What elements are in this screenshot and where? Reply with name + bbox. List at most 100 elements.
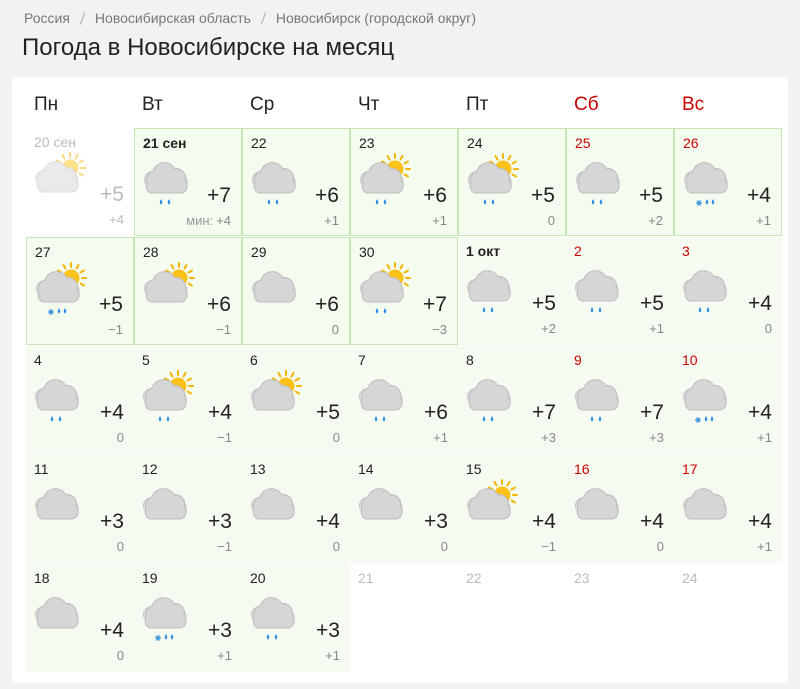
icon-part (494, 155, 499, 161)
calendar: Пн Вт Ср Чт Пт Сб Вс 20 сен +5 +4 21 сен +7 мин: +4 22… (12, 77, 788, 683)
icon-part (360, 488, 403, 520)
night-temp: −1 (216, 322, 231, 337)
day-cell[interactable]: 9 +7 +3 (566, 346, 674, 454)
weather-icon (250, 370, 302, 411)
night-temp-row: 0 (117, 430, 124, 445)
icon-part (144, 597, 187, 629)
day-cell[interactable]: 4 +4 0 (26, 346, 134, 454)
breadcrumb-link[interactable]: Новосибирская область (94, 10, 251, 26)
icon-part (468, 270, 511, 302)
icon-part (187, 269, 193, 274)
night-temp: +4 (109, 212, 124, 227)
day-cell[interactable]: 23 +6 +1 (350, 128, 458, 236)
day-temp: +3 (208, 619, 232, 642)
weather-icon (466, 479, 518, 520)
weather-icon (683, 162, 728, 206)
night-temp: 0 (656, 539, 664, 554)
day-cell[interactable]: 8 +7 +3 (458, 346, 566, 454)
day-date: 11 (34, 461, 49, 477)
day-temp: +5 (99, 293, 123, 316)
day-cell[interactable]: 3 +4 0 (674, 237, 782, 345)
icon-part (684, 488, 727, 520)
day-cell[interactable]: 7 +6 +1 (350, 346, 458, 454)
breadcrumb-link[interactable]: Россия (24, 10, 70, 26)
icon-part (705, 199, 709, 205)
icon-part (382, 416, 386, 422)
day-temp: +7 (423, 293, 447, 316)
night-temp-row: 0 (117, 539, 124, 554)
day-cell[interactable]: 10 +4 +1 (674, 346, 782, 454)
day-cell[interactable]: 27 +5 −1 (26, 237, 134, 345)
night-temp: 0 (331, 322, 339, 337)
day-cell[interactable]: 22 +6 +1 (242, 128, 350, 236)
weather-icon (466, 379, 511, 422)
day-cell[interactable]: 12 +3 −1 (134, 455, 242, 563)
day-cell: 24 (674, 564, 782, 672)
day-cell[interactable]: 15 +4 −1 (458, 455, 566, 563)
day-date: 6 (250, 352, 258, 368)
weather-icon (250, 488, 295, 520)
day-date: 25 (575, 135, 591, 151)
day-date: 28 (143, 244, 159, 260)
day-cell[interactable]: 25 +5 +2 (566, 128, 674, 236)
separator (260, 11, 267, 25)
icon-part (511, 173, 517, 178)
day-date: 15 (466, 461, 482, 477)
day-cell[interactable]: 2 +5 +1 (566, 237, 674, 345)
night-temp: −1 (541, 539, 556, 554)
icon-part (375, 308, 379, 314)
icon-part (78, 159, 84, 164)
day-cell[interactable]: 16 +4 0 (566, 455, 674, 563)
breadcrumb-link[interactable]: Новосибирск (городской округ) (275, 10, 477, 26)
breadcrumbs: Россия Новосибирская область Новосибирск (… (24, 10, 476, 26)
icon-part (267, 199, 271, 205)
day-temp: +4 (532, 510, 556, 533)
night-temp-row: +2 (648, 213, 663, 228)
day-cell[interactable]: 18 +4 0 (26, 564, 134, 672)
icon-part (57, 308, 61, 314)
icon-part (50, 416, 54, 422)
day-cell[interactable]: 28 +6 −1 (134, 237, 242, 345)
night-temp-row: 0 (548, 213, 555, 228)
icon-part (36, 161, 79, 193)
day-cell[interactable]: 24 +5 0 (458, 128, 566, 236)
day-date: 23 (359, 135, 375, 151)
day-cell[interactable]: 14 +3 0 (350, 455, 458, 563)
day-temp: +3 (316, 619, 340, 642)
weather-icon (358, 488, 403, 520)
day-cell[interactable]: 1 окт +5 +2 (458, 237, 566, 345)
icon-part (591, 199, 595, 205)
min-label: мин: (186, 213, 214, 228)
day-cell[interactable]: 13 +4 0 (242, 455, 350, 563)
day-cell[interactable]: 30 +7 −3 (350, 237, 458, 345)
day-date: 12 (142, 461, 158, 477)
day-cell[interactable]: 5 +4 −1 (134, 346, 242, 454)
day-cell[interactable]: 6 +5 0 (242, 346, 350, 454)
weather-icon (142, 370, 194, 422)
icon-part (169, 372, 174, 378)
day-cell[interactable]: 19 +3 +1 (134, 564, 242, 672)
day-cell[interactable]: 20 сен +5 +4 (26, 128, 134, 236)
icon-part (145, 162, 188, 194)
day-cell[interactable]: 26 +4 +1 (674, 128, 782, 236)
icon-part (275, 199, 279, 205)
day-cell[interactable]: 21 сен +7 мин: +4 (134, 128, 242, 236)
day-date: 10 (682, 352, 698, 368)
day-cell[interactable]: 11 +3 0 (26, 455, 134, 563)
day-cell[interactable]: 20 +3 +1 (242, 564, 350, 672)
icon-part (252, 488, 295, 520)
day-cell[interactable]: 17 +4 +1 (674, 455, 782, 563)
night-temp: +3 (541, 430, 556, 445)
weather-icon (575, 162, 620, 205)
day-temp: +4 (208, 401, 232, 424)
night-temp-row: +3 (541, 430, 556, 445)
icon-part (144, 488, 187, 520)
icon-part (510, 499, 516, 504)
day-cell[interactable]: 29 +6 0 (242, 237, 350, 345)
icon-part (576, 488, 619, 520)
separator (79, 11, 86, 25)
night-temp: +1 (217, 648, 232, 663)
night-temp-row: +1 (325, 648, 340, 663)
icon-part (360, 379, 403, 411)
day-temp: +6 (315, 293, 339, 316)
